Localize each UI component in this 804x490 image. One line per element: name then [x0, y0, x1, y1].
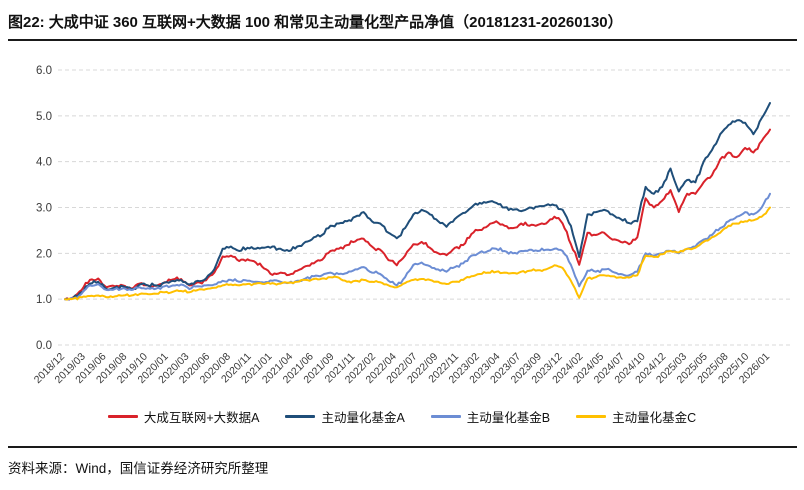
title-divider — [8, 39, 797, 41]
svg-text:6.0: 6.0 — [36, 65, 52, 77]
source-note: 资料来源：Wind，国信证券经济研究所整理 — [8, 461, 269, 476]
legend-label: 主动量化基金A — [321, 411, 405, 425]
chart-legend: 大成互联网+大数据A 主动量化基金A 主动量化基金B 主动量化基金C — [0, 407, 804, 426]
svg-text:3.0: 3.0 — [36, 203, 52, 215]
figure-number-label: 图22: — [8, 14, 45, 31]
svg-text:0.0: 0.0 — [36, 340, 52, 352]
legend-swatch-darkblue-line — [285, 415, 316, 418]
figure-title-text: 大成中证 360 互联网+大数据 100 和常见主动量化型产品净值（201812… — [48, 14, 623, 31]
legend-label: 主动量化基金C — [612, 411, 697, 425]
legend-label: 主动量化基金B — [466, 411, 551, 425]
figure-title: 图22: 大成中证 360 互联网+大数据 100 和常见主动量化型产品净值（20… — [8, 11, 796, 32]
legend-item-active-quant-fund-c: 主动量化基金C — [576, 407, 696, 426]
legend-swatch-lightblue-line — [430, 415, 461, 418]
svg-text:4.0: 4.0 — [36, 157, 52, 169]
legend-label: 大成互联网+大数据A — [143, 411, 260, 425]
svg-text:5.0: 5.0 — [36, 111, 52, 123]
legend-swatch-yellow-line — [576, 415, 607, 418]
footer-divider — [8, 446, 797, 448]
svg-text:2.0: 2.0 — [36, 248, 52, 260]
legend-item-active-quant-fund-b: 主动量化基金B — [430, 407, 551, 426]
svg-text:1.0: 1.0 — [36, 294, 52, 306]
legend-item-dacheng-internet-bigdata-a: 大成互联网+大数据A — [107, 407, 260, 426]
legend-swatch-red-line — [107, 415, 138, 418]
legend-item-active-quant-fund-a: 主动量化基金A — [285, 407, 405, 426]
line-chart: 0.01.02.03.04.05.06.02018/122019/032019/… — [32, 65, 793, 386]
